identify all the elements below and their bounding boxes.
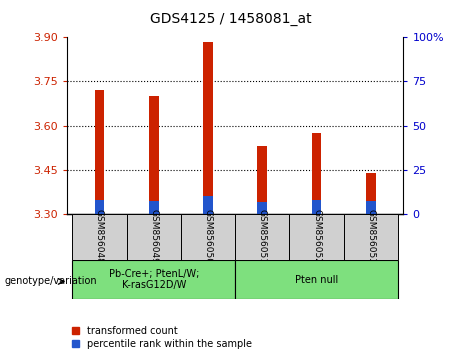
Legend: transformed count, percentile rank within the sample: transformed count, percentile rank withi… bbox=[72, 326, 252, 349]
Bar bbox=[181, 214, 235, 260]
Bar bbox=[72, 214, 127, 260]
Text: genotype/variation: genotype/variation bbox=[5, 276, 97, 286]
Text: GDS4125 / 1458081_at: GDS4125 / 1458081_at bbox=[150, 12, 311, 27]
Bar bbox=[312, 133, 321, 200]
Bar bbox=[366, 173, 376, 201]
Bar bbox=[203, 196, 213, 214]
Text: GSM856049: GSM856049 bbox=[149, 209, 158, 264]
Bar bbox=[149, 201, 159, 214]
Bar bbox=[290, 214, 343, 260]
Bar bbox=[235, 260, 398, 299]
Bar bbox=[95, 200, 104, 214]
Text: GSM856052: GSM856052 bbox=[312, 209, 321, 264]
Text: Pten null: Pten null bbox=[295, 275, 338, 285]
Text: Pb-Cre+; PtenL/W;
K-rasG12D/W: Pb-Cre+; PtenL/W; K-rasG12D/W bbox=[108, 269, 199, 291]
Bar bbox=[257, 146, 267, 202]
Bar bbox=[203, 41, 213, 196]
Text: GSM856053: GSM856053 bbox=[366, 209, 375, 264]
Bar bbox=[366, 201, 376, 214]
Text: GSM856050: GSM856050 bbox=[203, 209, 213, 264]
Text: GSM856048: GSM856048 bbox=[95, 209, 104, 264]
Bar bbox=[127, 214, 181, 260]
Bar bbox=[343, 214, 398, 260]
Text: GSM856051: GSM856051 bbox=[258, 209, 267, 264]
Bar bbox=[312, 200, 321, 214]
Bar bbox=[95, 90, 104, 200]
Bar bbox=[72, 260, 235, 299]
Bar bbox=[257, 202, 267, 214]
Bar bbox=[235, 214, 290, 260]
Bar bbox=[149, 96, 159, 201]
